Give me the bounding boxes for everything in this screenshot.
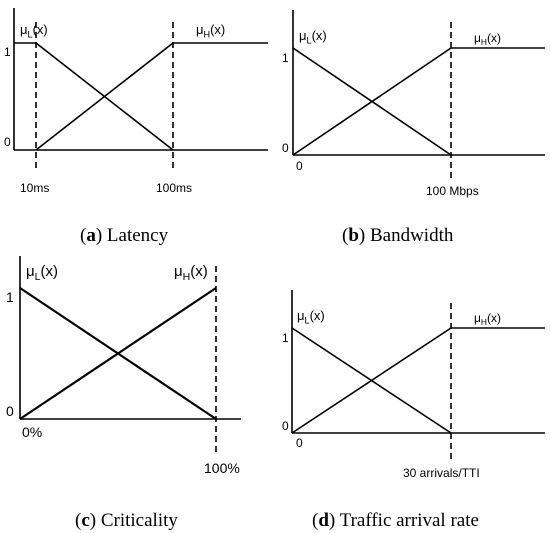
- caption-bandwidth: (b) Bandwidth: [342, 225, 454, 246]
- caption-traffic-arrival-rate: (d) Traffic arrival rate: [312, 510, 479, 531]
- mu-low-label: μL(x): [26, 263, 58, 283]
- y-zero-label: 0: [4, 135, 11, 149]
- caption-criticality: (c) Criticality: [75, 510, 178, 531]
- caption-text: Bandwidth: [370, 225, 454, 246]
- tick-high-label: 30 arrivals/TTI: [403, 466, 480, 480]
- y-one-label: 1: [282, 331, 289, 345]
- caption-latency: (a) Latency: [80, 225, 169, 246]
- caption-letter: (b): [342, 225, 365, 246]
- panel-latency: μL(x) μH(x) 1 0 10ms 100ms (a) Latency: [4, 8, 268, 246]
- tick-low-label: 10ms: [20, 181, 49, 195]
- panel-bandwidth: μL(x) μH(x) 1 0 0 100 Mbps (b) Bandwidth: [282, 10, 545, 246]
- y-one-label: 1: [282, 51, 289, 65]
- high-membership-line: [19, 287, 217, 420]
- x-zero-label: 0: [296, 159, 303, 173]
- mu-low-label: μL(x): [299, 28, 327, 45]
- mu-low-label: μL(x): [20, 22, 48, 39]
- y-one-label: 1: [4, 45, 11, 59]
- mu-low-label: μL(x): [297, 308, 325, 325]
- high-membership-line: [291, 327, 452, 434]
- caption-text: Latency: [107, 225, 169, 246]
- caption-letter: (c): [75, 510, 96, 531]
- mu-high-label: μH(x): [474, 31, 501, 47]
- mu-high-label: μH(x): [174, 263, 208, 283]
- panel-traffic-arrival-rate: μL(x) μH(x) 1 0 0 30 arrivals/TTI (d) Tr…: [282, 290, 545, 531]
- tick-low-label: 0%: [22, 424, 42, 440]
- tick-high-label: 100ms: [156, 181, 192, 195]
- y-zero-label: 0: [6, 403, 14, 419]
- high-membership-line: [292, 47, 452, 156]
- high-membership-line: [35, 42, 174, 151]
- mu-high-label: μH(x): [474, 311, 501, 327]
- y-zero-label: 0: [282, 141, 289, 155]
- tick-high-label: 100%: [204, 460, 240, 476]
- tick-high-label: 100 Mbps: [426, 184, 479, 198]
- mu-high-label: μH(x): [196, 22, 225, 39]
- y-zero-label: 0: [282, 419, 289, 433]
- caption-letter: (a): [80, 225, 102, 246]
- caption-text: Traffic arrival rate: [340, 510, 479, 531]
- y-one-label: 1: [6, 289, 14, 305]
- caption-text: Criticality: [101, 510, 179, 531]
- x-zero-label: 0: [296, 436, 303, 450]
- caption-letter: (d): [312, 510, 335, 531]
- panel-criticality: μL(x) μH(x) 1 0 0% 100% (c) Criticality: [6, 256, 241, 531]
